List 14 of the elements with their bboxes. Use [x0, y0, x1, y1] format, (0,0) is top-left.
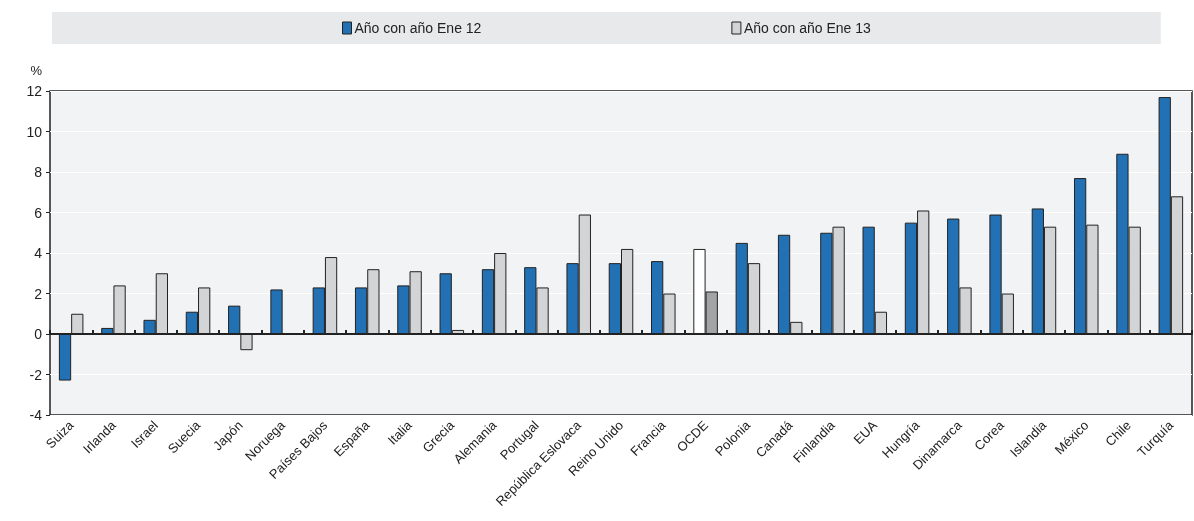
y-tick-label: 4: [34, 245, 43, 261]
legend-label: Año con año Ene 12: [354, 20, 482, 36]
x-tick-label: Italia: [384, 417, 416, 448]
y-axis-title: %: [30, 63, 43, 78]
y-tick-label: -2: [29, 366, 43, 383]
y-tick-label: 2: [34, 285, 43, 302]
y-tick-label: -4: [29, 407, 43, 423]
y-tick-label: 8: [34, 164, 43, 180]
x-tick-label: EUA: [850, 417, 881, 448]
y-tick-label: 6: [34, 204, 43, 221]
y-tick-label: 0: [34, 326, 43, 342]
y-tick-label: 12: [26, 83, 43, 99]
legend-label: Año con año Ene 13: [743, 20, 871, 36]
y-tick-label: 10: [26, 123, 43, 140]
